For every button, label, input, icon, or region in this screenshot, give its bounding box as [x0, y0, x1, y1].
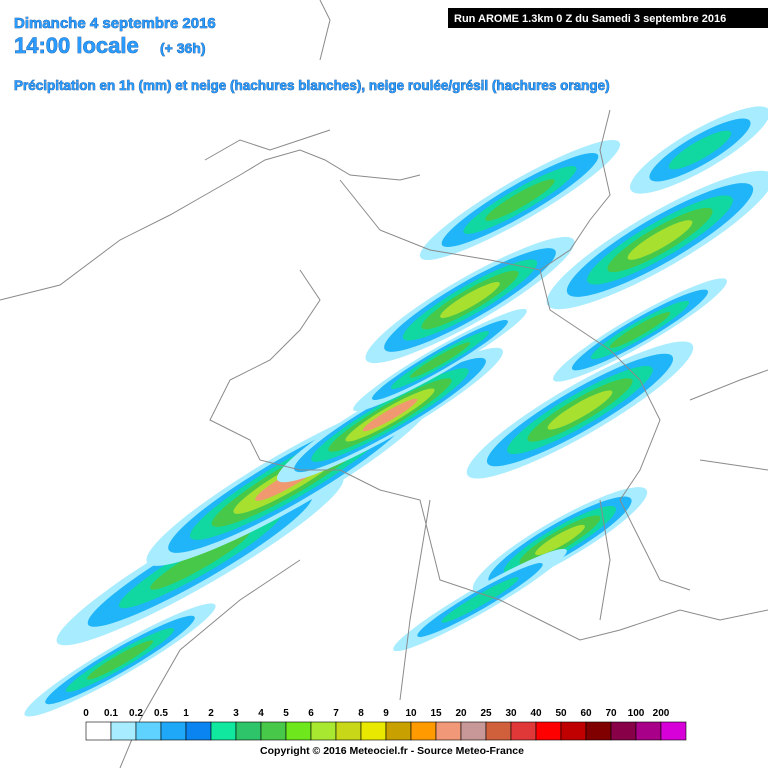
legend-label: 6 [308, 708, 314, 719]
legend-swatch [560, 721, 587, 741]
legend-label: 2 [208, 708, 214, 719]
legend-label: 70 [605, 708, 617, 719]
legend-swatch [85, 721, 112, 741]
legend-label: 15 [430, 708, 442, 719]
precip-band [547, 390, 613, 430]
legend-swatch [410, 721, 437, 741]
date: Dimanche 4 septembre 2016 [14, 15, 216, 32]
subtitle: Précipitation en 1h (mm) et neige (hachu… [14, 78, 610, 93]
legend-swatch [135, 721, 162, 741]
copyright: Copyright © 2016 Meteociel.fr - Source M… [260, 745, 524, 757]
precip-band [609, 312, 671, 348]
legend-swatch [435, 721, 462, 741]
legend-label: 20 [455, 708, 467, 719]
legend-swatch [535, 721, 562, 741]
legend-swatch [185, 721, 212, 741]
legend-swatch [385, 721, 412, 741]
precip-band [150, 530, 250, 590]
legend-swatch [110, 721, 137, 741]
legend-swatch [335, 721, 362, 741]
legend-swatch [260, 721, 287, 741]
legend-swatch [310, 721, 337, 741]
legend-label: 0.5 [154, 708, 168, 719]
legend-swatch [585, 721, 612, 741]
legend-swatch [460, 721, 487, 741]
legend-swatch [660, 721, 687, 741]
legend-label: 40 [530, 708, 542, 719]
precip-band [441, 577, 519, 623]
legend-label: 3 [233, 708, 239, 719]
legend-label: 1 [183, 708, 189, 719]
precip-band [668, 130, 732, 170]
legend-swatch [485, 721, 512, 741]
legend-label: 9 [383, 708, 389, 719]
legend-label: 0.2 [129, 708, 143, 719]
legend-label: 100 [628, 708, 645, 719]
legend-label: 50 [555, 708, 567, 719]
legend-swatch [635, 721, 662, 741]
precip-band [362, 398, 418, 432]
legend-label: 8 [358, 708, 364, 719]
legend-swatch [210, 721, 237, 741]
legend-label: 5 [283, 708, 289, 719]
precip-band [409, 342, 471, 378]
precip-band [485, 179, 555, 221]
legend-swatch [235, 721, 262, 741]
run-info: Run AROME 1.3km 0 Z du Samedi 3 septembr… [454, 13, 726, 25]
precip-band [86, 640, 154, 680]
legend-swatch [360, 721, 387, 741]
legend-swatch [610, 721, 637, 741]
precip-band [627, 220, 693, 260]
legend-label: 10 [405, 708, 417, 719]
run-box [448, 8, 768, 28]
border [339, 469, 768, 641]
border [599, 369, 768, 621]
lead-time: (+ 36h) [160, 40, 206, 56]
time: 14:00 locale [14, 33, 139, 58]
precip-band [440, 281, 500, 319]
legend-label: 0 [83, 708, 89, 719]
legend-label: 60 [580, 708, 592, 719]
legend-label: 200 [653, 708, 670, 719]
legend-label: 7 [333, 708, 339, 719]
legend-label: 4 [258, 708, 264, 719]
legend-swatch [285, 721, 312, 741]
legend-swatch [510, 721, 537, 741]
coastline [204, 0, 331, 161]
legend: 0 0.1 0.2 0.5 1 2 3 4 5 6 7 8 9 10 15 20 25 30 40 50 60 70 100… [83, 708, 687, 741]
legend-label: 25 [480, 708, 492, 719]
coastline [0, 149, 421, 301]
border [209, 269, 340, 471]
precip-band [535, 524, 585, 556]
legend-swatch [160, 721, 187, 741]
border [339, 109, 611, 271]
legend-label: 30 [505, 708, 517, 719]
border [539, 269, 691, 591]
legend-label: 0.1 [104, 708, 118, 719]
